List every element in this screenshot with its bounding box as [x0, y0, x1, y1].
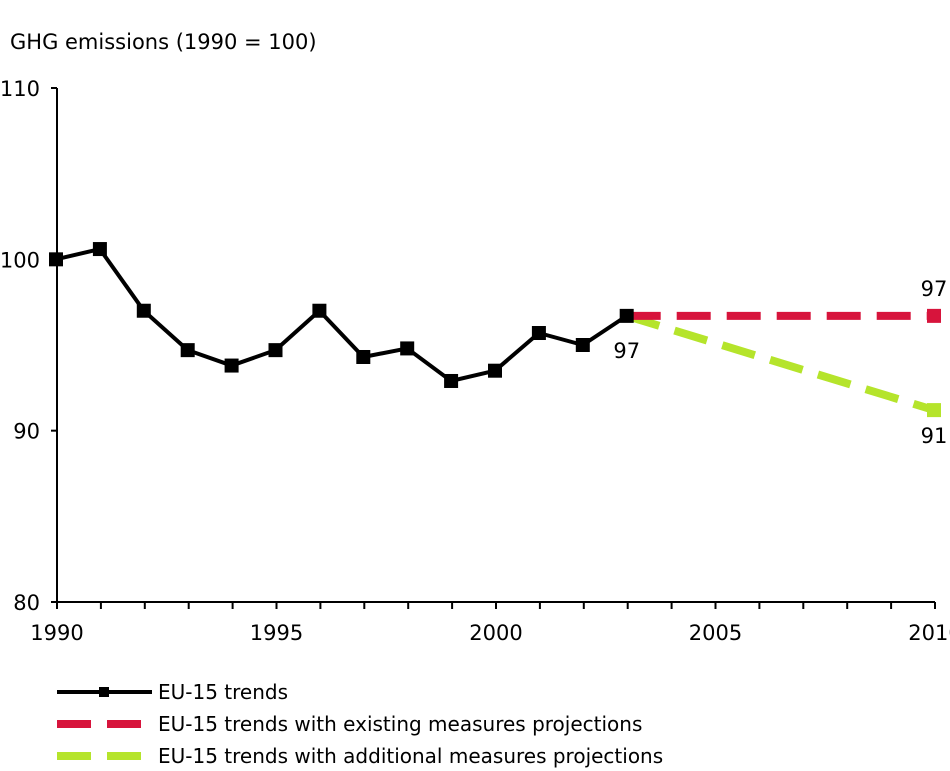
- y-tick-label: 90: [13, 420, 40, 444]
- legend: EU-15 trends EU-15 trends with existing m…: [57, 680, 663, 768]
- data-label-hist-end: 97: [613, 339, 640, 363]
- chart-title: GHG emissions (1990 = 100): [10, 30, 317, 54]
- projection-end-marker: [927, 403, 941, 418]
- data-point-marker: [400, 341, 415, 356]
- data-point-marker: [619, 308, 634, 323]
- data-label-existing-end: 97: [921, 277, 948, 301]
- legend-item: EU-15 trends with additional measures pr…: [57, 744, 663, 768]
- data-point-marker: [312, 303, 327, 318]
- data-point-marker: [444, 373, 459, 388]
- data-point-marker: [224, 358, 239, 373]
- data-point-marker: [356, 349, 371, 364]
- legend-item: EU-15 trends: [57, 680, 288, 704]
- y-tick-label: 110: [0, 77, 40, 101]
- data-point-marker: [92, 242, 107, 257]
- x-tick-label: 1990: [30, 621, 83, 645]
- x-tick-label: 2000: [469, 621, 522, 645]
- series-line-eu15-trends: [55, 247, 628, 383]
- data-point-marker: [136, 303, 151, 318]
- series-layer: [49, 242, 941, 418]
- series-line-additional-measures: [625, 312, 936, 414]
- x-tick-label: 2005: [689, 621, 742, 645]
- data-point-marker: [488, 363, 502, 378]
- x-tick-label: 1995: [250, 621, 303, 645]
- annotation-layer: 97 97 91: [613, 277, 947, 448]
- data-point-marker: [575, 338, 590, 352]
- data-point-marker: [180, 343, 195, 358]
- legend-label: EU-15 trends with additional measures pr…: [158, 744, 663, 768]
- legend-swatch-marker: [99, 687, 109, 697]
- x-tick-label: 2010: [908, 621, 950, 645]
- projection-end-marker: [927, 308, 941, 323]
- legend-label: EU-15 trends: [158, 680, 288, 704]
- legend-item: EU-15 trends with existing measures proj…: [57, 712, 642, 736]
- data-point-marker: [268, 343, 283, 358]
- data-point-marker: [531, 326, 546, 341]
- data-point-marker: [49, 252, 63, 267]
- y-tick-label: 100: [0, 248, 40, 272]
- axes: 80 90 100 110 1990 1995 2000 2005 2010: [0, 77, 950, 645]
- data-label-additional-end: 91: [921, 424, 948, 448]
- legend-label: EU-15 trends with existing measures proj…: [158, 712, 642, 736]
- y-tick-label: 80: [13, 591, 40, 615]
